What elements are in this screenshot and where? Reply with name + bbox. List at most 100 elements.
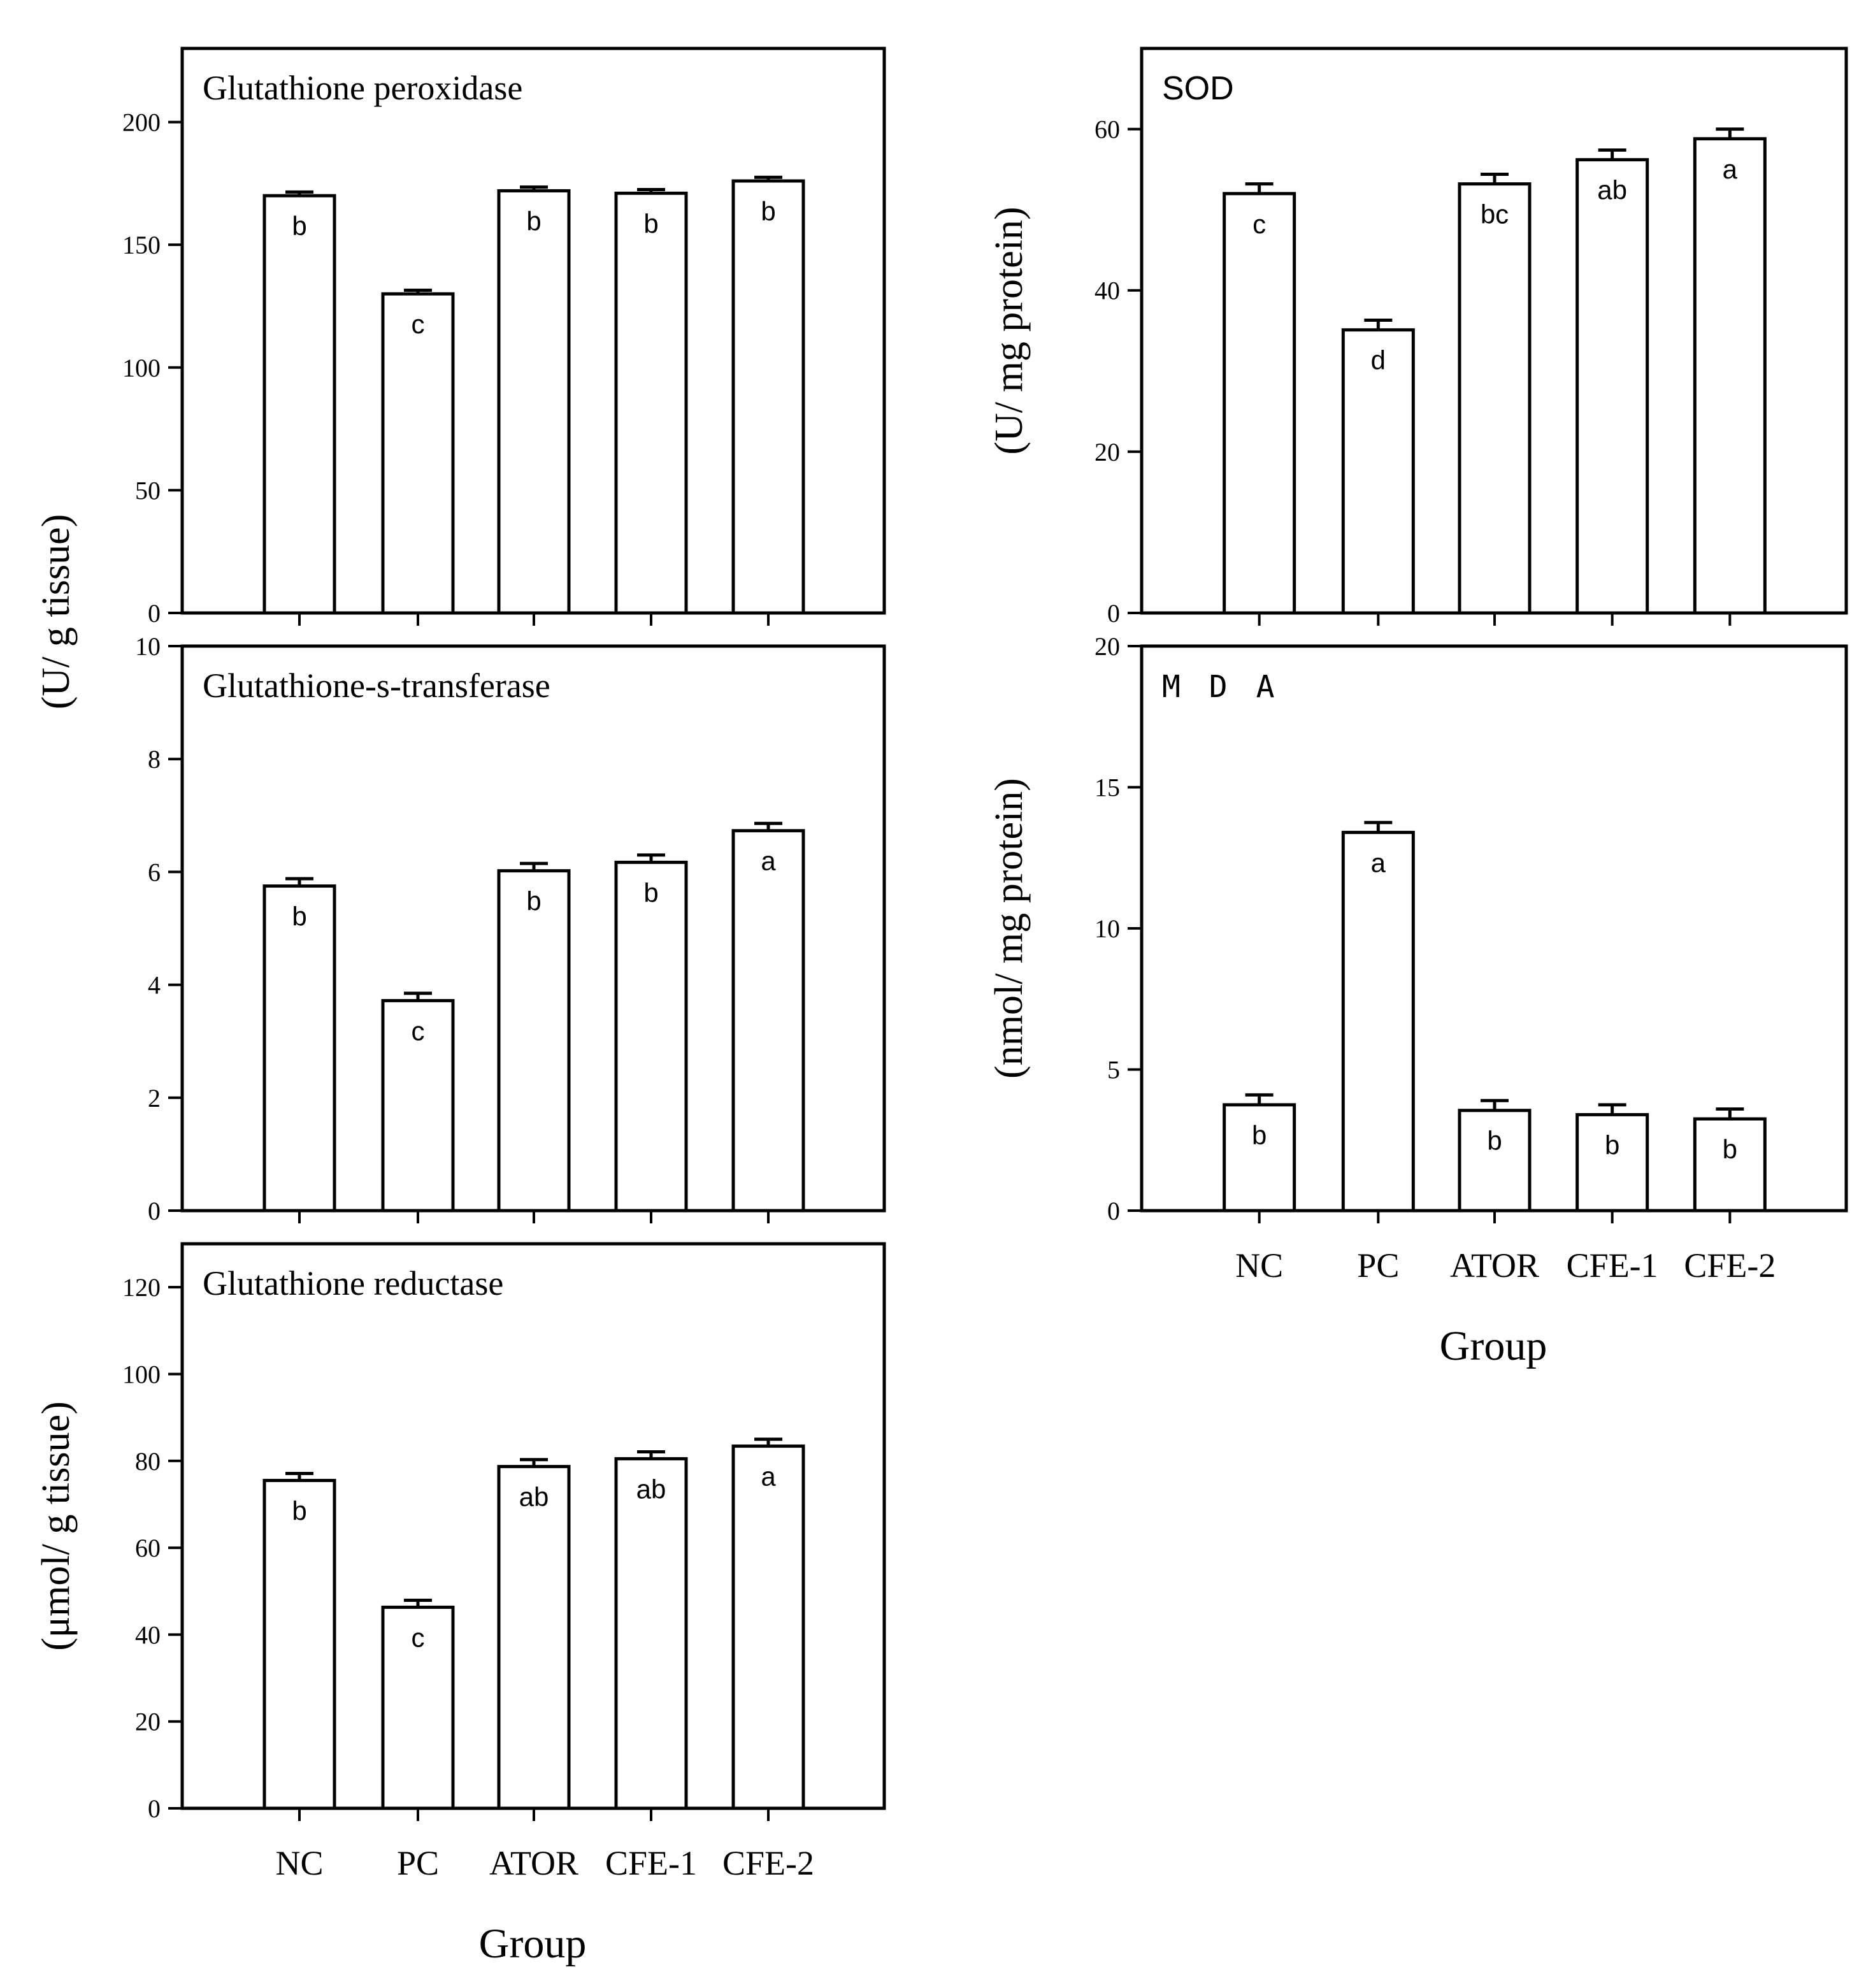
significance-label: bc [1481,199,1509,229]
y-axis-label: (U/ mg protein) [987,206,1031,454]
bar-CFE-1 [614,191,688,615]
y-tick-label: 2 [148,1084,161,1113]
shared-y-axis-label: (U/ g tissue) [34,514,78,710]
x-axis-title-right: Group [1440,1323,1547,1369]
bar-NC [262,1478,336,1810]
bar-PC [381,1605,455,1810]
significance-label: a [1371,847,1386,877]
y-tick-label: 6 [148,858,161,886]
significance-label: c [412,309,425,339]
y-tick-label: 4 [148,971,161,1000]
significance-label: b [292,1495,306,1525]
bar-PC [381,292,455,615]
significance-label: b [1605,1130,1619,1160]
significance-label: c [1252,209,1266,239]
x-category-label: NC [275,1844,323,1882]
significance-label: ab [519,1482,549,1512]
x-category-label: ATOR [489,1844,578,1882]
bar-CFE-1 [614,860,688,1213]
bar-ATOR [497,189,571,615]
x-category-label: CFE-1 [1567,1246,1658,1285]
bar-CFE-2 [1693,1117,1767,1213]
y-tick-label: 0 [148,1794,161,1823]
significance-label: ab [636,1474,666,1504]
y-tick-label: 200 [122,108,161,137]
y-tick-label: 40 [135,1620,161,1649]
y-tick-label: 10 [1094,914,1120,943]
y-axis-label: (μmol/ g tissue) [34,1401,78,1650]
chart-mda: 0 5 10 15 20 b NC a PC b ATOR b CFE-1 b CFE-2 M D A (nmo… [987,632,1848,1285]
bar-CFE-1 [614,1457,688,1810]
y-tick-label: 100 [122,354,161,382]
significance-label: d [1371,345,1386,375]
bar-CFE-2 [731,829,805,1213]
x-category-label: CFE-2 [722,1844,814,1882]
y-tick-label: 20 [1094,438,1120,466]
y-tick-label: 20 [135,1708,161,1736]
panel-title: Glutathione-s-transferase [203,666,550,705]
significance-label: b [761,196,775,226]
bar-NC [262,884,336,1213]
y-tick-label: 50 [135,476,161,505]
bar-PC [1341,830,1415,1213]
y-tick-label: 40 [1094,277,1120,305]
chart-gst: 0 2 4 6 8 10 b c b b a Glutathione-s-transferase [135,632,886,1225]
significance-label: a [761,1462,776,1492]
x-category-label: NC [1235,1246,1283,1285]
x-axis-title-left: Group [479,1920,587,1967]
panel-title: Glutathione reductase [203,1264,503,1302]
y-tick-label: 8 [148,745,161,774]
y-axis-label: (nmol/ mg protein) [987,778,1031,1079]
y-tick-label: 0 [148,599,161,628]
y-tick-label: 120 [122,1273,161,1302]
y-tick-label: 100 [122,1360,161,1388]
y-tick-label: 60 [1094,115,1120,144]
panel-title: M D A [1162,669,1280,705]
bar-CFE-1 [1575,1113,1649,1213]
y-tick-label: 60 [135,1534,161,1562]
bar-ATOR [497,1465,571,1810]
significance-label: b [1252,1120,1267,1150]
x-category-label: ATOR [1450,1246,1539,1285]
chart-sod: 0 20 40 60 c d bc ab a SOD (U/ mg protein) [987,47,1848,628]
chart-gpx: 0 50 100 150 200 b c b b b Glutathione peroxidase [122,47,886,628]
significance-label: ab [1597,175,1627,205]
significance-label: b [526,886,541,916]
bar-PC [1341,328,1415,615]
significance-label: a [761,846,776,876]
bar-NC [1223,1103,1296,1213]
x-category-label: CFE-2 [1684,1246,1776,1285]
y-tick-label: 15 [1094,774,1120,802]
bar-NC [262,194,336,615]
x-category-label: PC [397,1844,439,1882]
panel-title: Glutathione peroxidase [203,69,522,107]
significance-label: b [1487,1126,1502,1156]
y-tick-label: 20 [1094,632,1120,661]
significance-label: a [1723,154,1738,184]
bar-CFE-2 [731,179,805,615]
y-tick-label: 5 [1107,1056,1120,1084]
bar-NC [1223,192,1296,615]
bar-CFE-1 [1575,158,1649,615]
significance-label: b [526,206,541,236]
y-tick-label: 10 [135,632,161,661]
significance-label: b [643,877,658,907]
x-category-label: CFE-1 [605,1844,697,1882]
significance-label: b [643,208,658,238]
significance-label: b [292,211,306,241]
y-tick-label: 80 [135,1447,161,1476]
y-tick-label: 0 [148,1197,161,1225]
significance-label: b [1723,1134,1737,1164]
bar-CFE-2 [731,1444,805,1810]
y-tick-label: 0 [1107,599,1120,628]
y-tick-label: 0 [1107,1197,1120,1225]
bar-CFE-2 [1693,137,1767,615]
significance-label: b [292,902,306,932]
x-category-label: PC [1357,1246,1399,1285]
panel-title: SOD [1162,70,1234,107]
y-tick-label: 150 [122,231,161,259]
chart-gr: 0 20 40 60 80 100 120 b NC c PC ab ATOR ab CFE-1 a CFE-2… [34,1242,886,1882]
bar-ATOR [497,869,571,1213]
significance-label: c [412,1622,425,1652]
